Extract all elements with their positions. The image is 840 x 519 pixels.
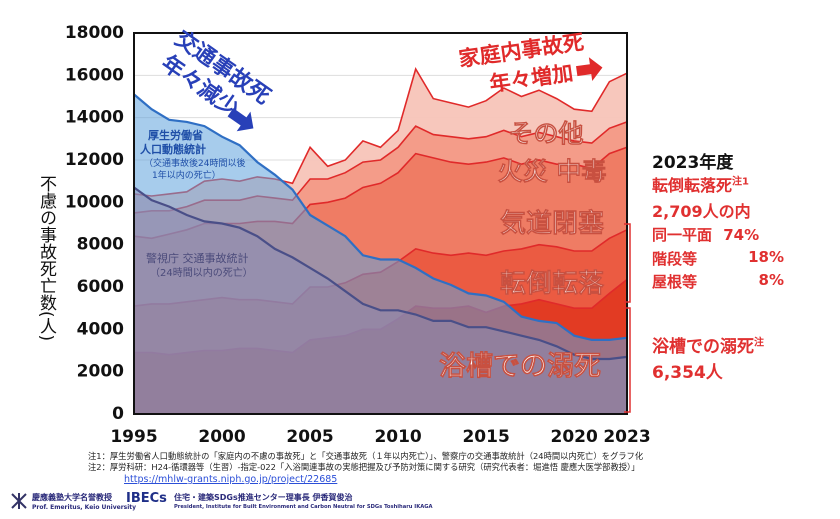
footer-credits: 慶應義塾大学名誉教授 Prof. Emeritus, Keio Universi…: [10, 490, 433, 516]
keio-logo-icon: [11, 493, 27, 509]
y-tick-4: 8000: [77, 235, 124, 255]
fall-note-mark: 注1: [732, 176, 749, 188]
arrow-right-icon: [227, 108, 254, 132]
bracket-fall: [624, 223, 631, 303]
year-title: 2023年度: [652, 153, 734, 173]
traffic-label-1-line-4: 1年以内の死亡）: [152, 169, 221, 181]
y-tick-7: 14000: [65, 108, 124, 128]
bath-total: 6,354人: [652, 363, 723, 383]
y-tick-0: 0: [112, 404, 124, 424]
y-tick-8: 16000: [65, 65, 124, 85]
fall-total: 2,709人の内: [652, 202, 751, 221]
x-tick-labels: 1995 2000 2005 2010 2015 2020 2023: [110, 427, 650, 447]
x-tick-3: 2010: [374, 427, 421, 447]
x-tick-5: 2020: [551, 427, 598, 447]
footnote-2: 注2：厚労科研：H24-循環器等（生習）-指定-022「入浴関連事故の実態把握及…: [88, 462, 640, 472]
x-tick-1: 2000: [198, 427, 245, 447]
label-fire-poison: 火災 中毒: [498, 157, 607, 186]
traffic-label-1-line-2: 人口動態統計: [140, 142, 206, 156]
accident-death-chart: 0 2000 4000 6000 8000 10000 12000 14000 16000 180…: [36, 23, 651, 447]
y-axis-label: 不慮の事故死亡数(人): [36, 175, 57, 341]
row-label: 屋根等: [652, 273, 698, 291]
x-tick-2: 2005: [286, 427, 333, 447]
project-link[interactable]: https://mhlw-grants.niph.go.jp/project/2…: [124, 474, 338, 485]
right-brackets: [624, 223, 631, 413]
footnotes: 注1：厚生労働省人口動態統計の「家庭内の不慮の事故死」と「交通事故死（１年以内死…: [88, 451, 643, 473]
fall-row-stairs: 階段等 18%: [652, 248, 784, 269]
label-choking: 気道閉塞: [500, 208, 604, 239]
footer-line1-left: 慶應義塾大学名誉教授: [32, 493, 112, 502]
footer-line2-right: President, Institute for Built Environme…: [174, 504, 433, 510]
y-tick-6: 12000: [65, 150, 124, 170]
traffic-label-2-line-1: 警視庁 交通事故統計: [146, 251, 249, 265]
label-other: その他: [508, 119, 583, 148]
x-tick-6: 2023: [603, 427, 650, 447]
annotation-home-increase: 家庭内事故死 年々増加: [457, 30, 603, 96]
row-value: 18%: [748, 248, 784, 266]
traffic-area-police: [134, 187, 627, 414]
row-value: 8%: [758, 271, 784, 289]
bath-death-title: 浴槽での溺死注: [652, 332, 764, 357]
x-tick-4: 2015: [462, 427, 509, 447]
y-tick-9: 18000: [65, 23, 124, 43]
fall-death-title: 転倒転落死注1: [652, 172, 749, 196]
footnote-1: 注1：厚生労働省人口動態統計の「家庭内の不慮の事故死」と「交通事故死（１年以内死…: [88, 451, 644, 461]
arrow-right-icon: [576, 57, 603, 82]
row-label: 同一平面: [652, 226, 713, 244]
y-tick-labels: 0 2000 4000 6000 8000 10000 12000 14000 16000 180…: [65, 23, 124, 424]
label-fall: 転倒転落: [500, 269, 605, 299]
area-labels: その他 火災 中毒 気道閉塞 転倒転落 浴槽での溺死: [439, 119, 607, 383]
y-tick-2: 4000: [77, 319, 124, 339]
bracket-bath: [624, 307, 631, 413]
traffic-label-2-line-2: （24時間以内の死亡）: [150, 266, 253, 279]
y-tick-3: 6000: [77, 277, 124, 297]
traffic-labels: 厚生労働省 人口動態統計 （交通事故後24時間以後 1年以内の死亡） 警視庁 交…: [140, 128, 253, 279]
traffic-line-mhlw: [133, 93, 628, 341]
fall-row-roof: 屋根等 8%: [652, 271, 784, 292]
annotation-increase-line-2: 年々増加: [488, 61, 575, 96]
y-tick-5: 10000: [65, 192, 124, 212]
bath-title-text: 浴槽での溺死: [652, 337, 754, 357]
row-label: 階段等: [652, 250, 698, 268]
traffic-accident-areas: [133, 93, 628, 415]
traffic-area-mhlw: [134, 94, 627, 415]
ibecs-logo: IBECs: [126, 491, 167, 506]
traffic-label-1-line-3: （交通事故後24時間以後: [144, 157, 245, 169]
traffic-label-1-line-1: 厚生労働省: [148, 128, 203, 142]
bath-note-mark: 注: [754, 337, 764, 349]
x-tick-0: 1995: [110, 427, 157, 447]
footer-line2-left: Prof. Emeritus, Keio University: [32, 504, 137, 511]
traffic-line-police: [133, 186, 628, 361]
fall-title-text: 転倒転落死: [652, 176, 733, 195]
row-value: 74%: [723, 226, 760, 244]
fall-row-flat: 同一平面 74%: [652, 224, 759, 245]
footer-line1-right: 住宅・建築SDGs推進センター理事長 伊香賀俊治: [174, 493, 353, 502]
label-bath-drowning: 浴槽での溺死: [439, 351, 601, 382]
y-tick-1: 2000: [77, 362, 124, 382]
